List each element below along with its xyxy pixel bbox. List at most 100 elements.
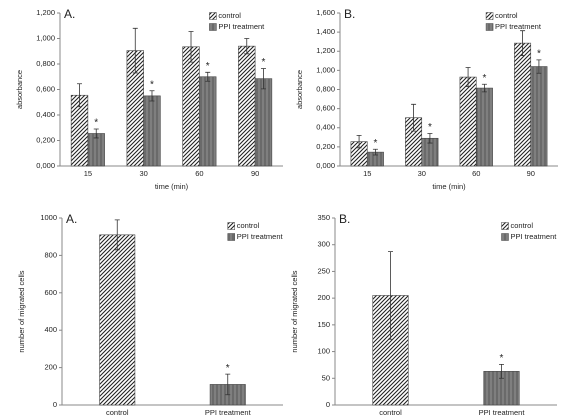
error-bar bbox=[536, 59, 542, 74]
x-axis-label: time (min) bbox=[155, 182, 189, 191]
significance-mark: * bbox=[500, 353, 504, 364]
y-tick-label: 200 bbox=[317, 293, 330, 302]
x-axis-label: time (min) bbox=[432, 182, 466, 191]
error-bar bbox=[260, 68, 266, 90]
legend-swatch bbox=[209, 23, 217, 31]
y-tick-label: 350 bbox=[317, 213, 330, 222]
y-tick-label: 600 bbox=[44, 288, 57, 297]
y-tick-label: 1,200 bbox=[36, 8, 55, 17]
bar bbox=[143, 95, 161, 167]
significance-mark: * bbox=[150, 79, 154, 90]
legend-swatch bbox=[485, 23, 494, 31]
x-tick-label: 30 bbox=[418, 169, 426, 178]
panel-label: A. bbox=[66, 212, 77, 226]
error-bar bbox=[77, 83, 83, 108]
y-tick-label: 0,000 bbox=[36, 161, 55, 170]
legend-label: control bbox=[237, 221, 260, 230]
x-tick-label: PPI treatment bbox=[479, 408, 526, 417]
legend-swatch bbox=[485, 12, 494, 20]
bar bbox=[530, 66, 548, 167]
bar bbox=[199, 76, 217, 167]
legend-label: PPI treatment bbox=[495, 22, 542, 31]
y-tick-label: 0,000 bbox=[316, 161, 335, 170]
y-tick-label: 150 bbox=[317, 320, 330, 329]
panel-label: A. bbox=[64, 7, 75, 21]
error-bar bbox=[244, 38, 250, 55]
y-tick-label: 1000 bbox=[40, 213, 57, 222]
y-tick-label: 0,200 bbox=[36, 135, 55, 144]
legend-label: control bbox=[511, 221, 534, 230]
x-tick-label: 15 bbox=[84, 169, 92, 178]
legend-label: PPI treatment bbox=[218, 22, 265, 31]
error-bar bbox=[465, 67, 471, 88]
y-tick-label: 0,600 bbox=[36, 84, 55, 93]
error-bar bbox=[93, 128, 99, 139]
error-bar bbox=[520, 30, 526, 56]
y-tick-label: 0,200 bbox=[316, 142, 335, 151]
error-bar bbox=[411, 103, 417, 132]
y-tick-label: 1,000 bbox=[316, 65, 335, 74]
bar bbox=[254, 78, 273, 167]
y-tick-label: 0,600 bbox=[316, 104, 335, 113]
y-tick-label: 400 bbox=[44, 325, 57, 334]
y-tick-label: 1,000 bbox=[36, 33, 55, 42]
significance-mark: * bbox=[537, 48, 541, 59]
error-bar bbox=[205, 71, 211, 82]
error-bar bbox=[427, 133, 433, 144]
y-tick-label: 300 bbox=[317, 240, 330, 249]
y-tick-label: 50 bbox=[322, 373, 330, 382]
y-tick-label: 1,200 bbox=[316, 46, 335, 55]
significance-mark: * bbox=[206, 61, 210, 72]
legend-label: control bbox=[495, 11, 518, 20]
y-tick-label: 0 bbox=[326, 400, 330, 409]
error-bar bbox=[481, 83, 487, 93]
panel-label: B. bbox=[339, 212, 350, 226]
significance-mark: * bbox=[373, 138, 377, 149]
y-tick-label: 0,800 bbox=[316, 84, 335, 93]
error-bar bbox=[132, 27, 138, 74]
x-tick-label: 30 bbox=[139, 169, 147, 178]
error-bar bbox=[149, 90, 155, 102]
error-bar bbox=[388, 251, 393, 340]
error-bar bbox=[372, 148, 378, 156]
error-bar bbox=[114, 219, 120, 251]
significance-mark: * bbox=[482, 73, 486, 84]
bar bbox=[459, 76, 477, 167]
y-tick-label: 0 bbox=[53, 400, 57, 409]
error-bar bbox=[499, 363, 504, 379]
y-axis-label: number of migrated cells bbox=[17, 270, 26, 352]
y-axis-label: number of migrated cells bbox=[290, 270, 299, 352]
y-tick-label: 800 bbox=[44, 250, 57, 259]
x-tick-label: 60 bbox=[195, 169, 203, 178]
legend-swatch bbox=[501, 222, 509, 230]
significance-mark: * bbox=[428, 122, 432, 133]
legend-swatch bbox=[209, 12, 217, 20]
error-bar bbox=[356, 135, 362, 149]
y-axis-label: absorbance bbox=[15, 70, 24, 109]
legend-swatch bbox=[227, 222, 235, 230]
bar bbox=[475, 87, 493, 167]
bar bbox=[182, 46, 200, 167]
error-bar bbox=[225, 373, 231, 396]
x-tick-label: PPI treatment bbox=[205, 408, 252, 417]
y-tick-label: 1,400 bbox=[316, 27, 335, 36]
y-tick-label: 100 bbox=[317, 347, 330, 356]
y-tick-label: 200 bbox=[44, 363, 57, 372]
bar bbox=[87, 133, 105, 167]
x-tick-label: 60 bbox=[472, 169, 480, 178]
panel-label: B. bbox=[344, 7, 355, 21]
x-tick-label: control bbox=[379, 408, 402, 417]
significance-mark: * bbox=[226, 363, 230, 374]
significance-mark: * bbox=[94, 118, 98, 129]
legend-label: control bbox=[218, 11, 241, 20]
x-tick-label: control bbox=[106, 408, 129, 417]
x-tick-label: 90 bbox=[527, 169, 535, 178]
bar bbox=[514, 42, 532, 167]
x-tick-label: 15 bbox=[363, 169, 371, 178]
y-tick-label: 1,600 bbox=[316, 8, 335, 17]
bar bbox=[99, 234, 136, 406]
y-tick-label: 0,400 bbox=[36, 110, 55, 119]
legend-label: PPI treatment bbox=[237, 232, 284, 241]
y-axis-label: absorbance bbox=[295, 70, 304, 109]
